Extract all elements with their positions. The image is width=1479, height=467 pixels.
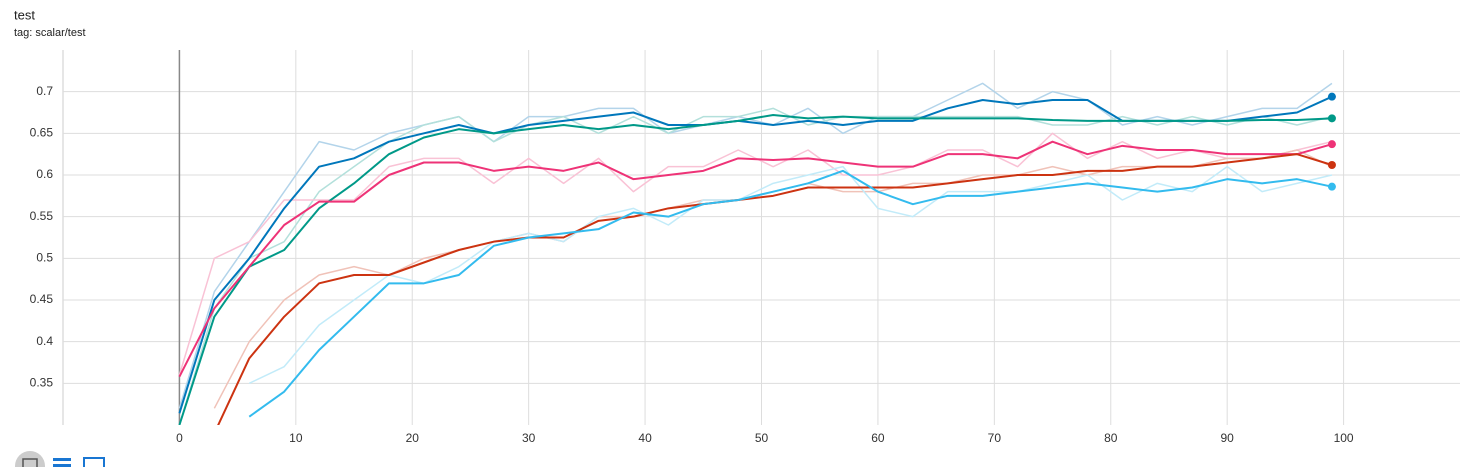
x-tick-label: 30 [522, 431, 536, 445]
fit-domain-icon[interactable] [83, 457, 105, 467]
series-line [178, 140, 1333, 378]
end-dot [1327, 140, 1336, 149]
chart-title: test [14, 7, 35, 22]
x-tick-label: 50 [755, 431, 769, 445]
data-toggle-icon[interactable] [53, 458, 71, 461]
toolbar[interactable] [15, 451, 105, 467]
series-line [248, 165, 1333, 385]
chart-subtitle: tag: scalar/test [14, 27, 86, 39]
y-tick-label: 0.5 [36, 251, 53, 265]
x-tick-label: 60 [871, 431, 885, 445]
y-tick-label: 0.7 [36, 84, 53, 98]
x-tick-label: 40 [638, 431, 652, 445]
series-line [248, 169, 1333, 418]
x-tick-label: 20 [406, 431, 420, 445]
series-line [178, 114, 1332, 425]
x-tick-label: 100 [1334, 431, 1354, 445]
x-tick-label: 70 [988, 431, 1002, 445]
x-tick-label: 10 [289, 431, 303, 445]
y-tick-label: 0.55 [30, 209, 54, 223]
end-dot [1327, 92, 1336, 101]
plot-area [178, 82, 1333, 425]
y-tick-label: 0.35 [30, 376, 54, 390]
end-dot [1327, 182, 1336, 191]
expand-icon [22, 458, 38, 467]
series-line [178, 132, 1333, 376]
series-line [178, 95, 1333, 414]
grid: 0.35 0.4 0.45 0.5 0.55 0.6 0.65 0.7 0 10 20 30 40 50 6… [30, 50, 1460, 445]
x-tick-label: 90 [1220, 431, 1234, 445]
x-tick-label: 0 [176, 431, 183, 445]
y-tick-label: 0.6 [36, 167, 53, 181]
series-line [217, 153, 1333, 425]
series-line [178, 82, 1333, 409]
end-dot [1327, 161, 1336, 169]
end-dot [1327, 114, 1336, 123]
x-tick-label: 80 [1104, 431, 1118, 445]
y-tick-label: 0.45 [30, 292, 54, 306]
y-tick-label: 0.4 [36, 334, 53, 348]
y-tick-label: 0.65 [30, 126, 54, 140]
data-toggle-icon [53, 464, 71, 467]
